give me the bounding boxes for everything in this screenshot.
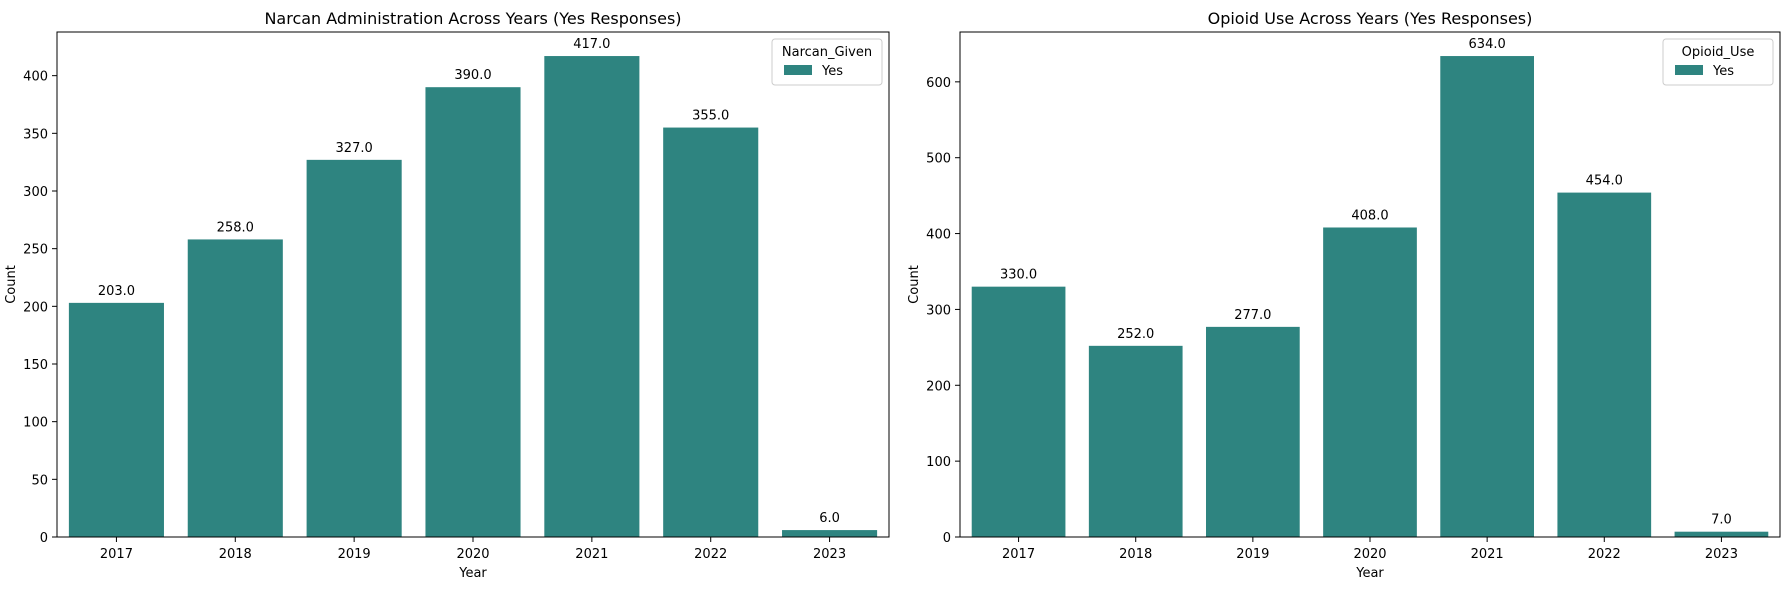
bar <box>187 239 283 537</box>
data-label: 355.0 <box>692 109 729 124</box>
x-axis-label: Year <box>1355 566 1384 581</box>
y-tick-label: 200 <box>926 379 951 394</box>
plot-frame <box>56 31 890 538</box>
x-axis-label: Year <box>458 566 487 581</box>
x-tick-label: 2017 <box>1002 547 1035 562</box>
bar <box>425 87 521 538</box>
bar <box>971 286 1066 537</box>
x-tick-label: 2023 <box>813 547 846 562</box>
legend-label: Yes <box>1712 64 1734 79</box>
data-label: 390.0 <box>454 68 491 83</box>
y-tick-label: 0 <box>40 531 48 546</box>
x-tick-label: 2018 <box>1119 547 1152 562</box>
bar <box>1674 531 1769 537</box>
y-tick-label: 0 <box>943 531 951 546</box>
y-tick-label: 400 <box>926 228 951 243</box>
data-label: 327.0 <box>336 141 373 156</box>
x-tick-label: 2022 <box>694 547 727 562</box>
x-tick-label: 2018 <box>219 547 252 562</box>
data-label: 277.0 <box>1234 308 1271 323</box>
chart-panel-2: Opioid Use Across Years (Yes Responses) 3… <box>907 9 1781 581</box>
x-tick-label: 2019 <box>338 547 371 562</box>
legend-swatch <box>784 65 812 75</box>
bar <box>1440 56 1534 538</box>
y-tick-label: 500 <box>926 152 951 167</box>
data-label: 7.0 <box>1711 513 1732 528</box>
chart-panel-1: Narcan Administration Across Years (Yes … <box>4 9 890 581</box>
bar <box>1323 227 1417 537</box>
x-tick-label: 2021 <box>575 547 608 562</box>
chart-title: Opioid Use Across Years (Yes Responses) <box>1208 9 1533 28</box>
x-tick-label: 2020 <box>1353 547 1386 562</box>
x-tick-label: 2023 <box>1705 547 1738 562</box>
legend-swatch <box>1675 65 1703 75</box>
legend-title: Opioid_Use <box>1682 45 1755 60</box>
data-label: 6.0 <box>819 511 840 526</box>
y-tick-label: 100 <box>23 416 48 431</box>
y-tick-label: 50 <box>31 473 48 488</box>
legend: Opioid_Use Yes <box>1662 38 1774 86</box>
y-tick-label: 600 <box>926 76 951 91</box>
y-tick-label: 150 <box>23 358 48 373</box>
plot-frame <box>959 31 1781 538</box>
bar <box>782 530 878 537</box>
bar <box>306 159 402 538</box>
y-tick-label: 400 <box>23 70 48 85</box>
bar <box>1088 345 1183 537</box>
bar <box>68 302 164 537</box>
bar <box>544 56 640 538</box>
bar <box>1206 326 1300 537</box>
x-tick-label: 2020 <box>456 547 489 562</box>
data-label: 252.0 <box>1117 327 1154 342</box>
bar <box>1557 192 1652 537</box>
data-label: 454.0 <box>1586 174 1623 189</box>
x-tick-label: 2019 <box>1236 547 1269 562</box>
chart-title: Narcan Administration Across Years (Yes … <box>264 9 681 28</box>
y-tick-label: 300 <box>23 185 48 200</box>
data-label: 634.0 <box>1469 37 1506 52</box>
data-label: 258.0 <box>217 220 254 235</box>
y-tick-label: 350 <box>23 127 48 142</box>
data-label: 330.0 <box>1000 268 1037 283</box>
y-tick-label: 100 <box>926 455 951 470</box>
bar <box>663 127 759 538</box>
legend: Narcan_Given Yes <box>771 38 883 86</box>
y-axis-label: Count <box>907 265 922 304</box>
data-label: 408.0 <box>1351 208 1388 223</box>
data-label: 203.0 <box>98 284 135 299</box>
x-tick-label: 2021 <box>1471 547 1504 562</box>
y-tick-label: 200 <box>23 300 48 315</box>
legend-label: Yes <box>821 64 843 79</box>
y-tick-label: 250 <box>23 243 48 258</box>
legend-title: Narcan_Given <box>782 45 872 60</box>
x-tick-label: 2022 <box>1588 547 1621 562</box>
y-axis-label: Count <box>4 265 19 304</box>
x-tick-label: 2017 <box>100 547 133 562</box>
data-label: 417.0 <box>573 37 610 52</box>
y-tick-label: 300 <box>926 303 951 318</box>
